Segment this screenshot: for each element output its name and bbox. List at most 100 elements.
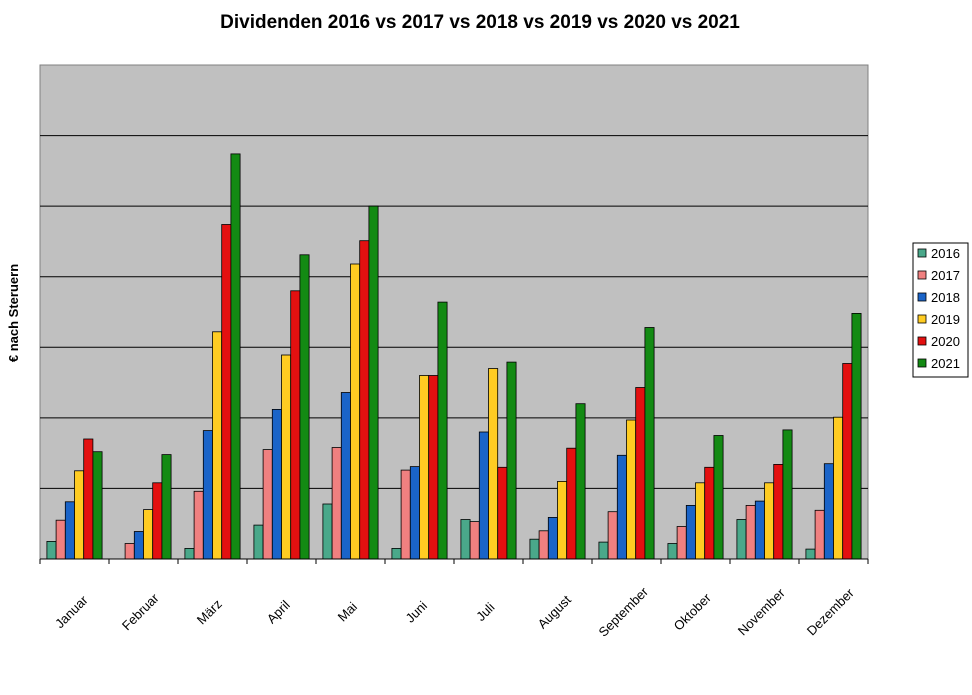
bar-2019-10	[764, 482, 775, 560]
gridlines	[40, 135, 868, 489]
bar-2017-6	[469, 521, 480, 560]
x-tick-label: März	[194, 596, 225, 627]
bar-2017-2	[193, 490, 204, 560]
bar-2016-9	[667, 543, 678, 560]
bar-2018-5	[409, 466, 420, 560]
bar-2018-8	[616, 454, 627, 560]
bar-2020-1	[152, 482, 163, 560]
x-tick-label: Dezember	[804, 585, 857, 638]
bar-2018-3	[271, 408, 282, 560]
legend-label-2016: 2016	[931, 246, 960, 261]
legend-swatch-2017	[917, 270, 927, 280]
bars	[46, 153, 862, 560]
bar-2020-10	[773, 463, 784, 560]
legend: 2016 2017 2018 2019 2020 2021	[912, 242, 969, 378]
bar-2021-2	[230, 153, 241, 560]
bar-2019-4	[350, 263, 361, 560]
bar-2021-10	[782, 429, 793, 560]
bar-2021-6	[506, 361, 517, 560]
bar-2016-11	[805, 548, 816, 560]
bar-2021-7	[575, 403, 586, 560]
x-tick-label: Februar	[119, 590, 162, 633]
legend-swatch-2019	[917, 314, 927, 324]
chart-title: Dividenden 2016 vs 2017 vs 2018 vs 2019 …	[220, 12, 740, 33]
bar-2018-2	[202, 430, 213, 560]
legend-label-2020: 2020	[931, 334, 960, 349]
bar-2017-7	[538, 530, 549, 560]
bar-2021-1	[161, 454, 172, 560]
x-tick-labels: Januar Februar März April Mai Juni Juli August S…	[52, 584, 857, 640]
bar-2019-9	[695, 482, 706, 560]
x-tick-label: August	[535, 592, 574, 631]
bar-2019-7	[557, 480, 568, 560]
legend-box	[912, 242, 969, 378]
legend-label-2021: 2021	[931, 356, 960, 371]
bar-2021-8	[644, 327, 655, 560]
bar-2020-4	[359, 240, 370, 560]
bar-2020-0	[83, 438, 94, 560]
bar-2017-1	[124, 543, 135, 560]
y-axis-label: € nach Steruern	[6, 264, 21, 362]
bar-2020-11	[842, 363, 853, 560]
legend-swatch-2020	[917, 336, 927, 346]
bar-2018-7	[547, 517, 558, 560]
x-axis	[39, 558, 869, 564]
bar-2017-11	[814, 509, 825, 560]
bar-2016-4	[322, 503, 333, 560]
plot-area	[39, 64, 869, 560]
bar-2017-10	[745, 504, 756, 560]
bar-2016-3	[253, 524, 264, 560]
bar-2021-4	[368, 205, 379, 560]
bar-2018-4	[340, 392, 351, 560]
bar-2019-5	[419, 375, 430, 560]
bar-2018-1	[133, 531, 144, 560]
legend-swatch-2016	[917, 248, 927, 258]
x-tick-label: Mai	[335, 599, 360, 624]
bar-2018-11	[823, 463, 834, 560]
bar-2018-6	[478, 431, 489, 560]
bar-2016-10	[736, 519, 747, 560]
bar-2016-5	[391, 548, 402, 560]
bar-2019-6	[488, 368, 499, 560]
bar-2021-0	[92, 451, 103, 560]
bar-2016-2	[184, 548, 195, 560]
bar-2016-8	[598, 541, 609, 560]
x-tick-label: Januar	[52, 592, 91, 631]
bar-2017-9	[676, 526, 687, 560]
legend-label-2019: 2019	[931, 312, 960, 327]
bar-2017-3	[262, 449, 273, 560]
x-tick-label: Oktober	[671, 590, 715, 634]
bar-2019-2	[212, 331, 223, 560]
bar-2020-7	[566, 447, 577, 560]
bar-2020-9	[704, 466, 715, 560]
legend-swatch-2021	[917, 358, 927, 368]
bar-2019-11	[833, 416, 844, 560]
bar-2019-1	[143, 509, 154, 560]
bar-2020-8	[635, 387, 646, 560]
bar-2021-11	[851, 312, 862, 560]
x-tick-label: Juli	[473, 600, 497, 624]
bar-2016-0	[46, 541, 57, 560]
bar-2017-5	[400, 469, 411, 560]
bar-2020-2	[221, 224, 232, 560]
bar-2019-3	[281, 354, 292, 560]
bar-2020-5	[428, 375, 439, 560]
bar-2016-6	[460, 519, 471, 560]
bar-2017-0	[55, 519, 66, 560]
bar-2021-9	[713, 435, 724, 560]
bar-2019-8	[626, 419, 637, 560]
legend-swatch-2018	[917, 292, 927, 302]
x-tick-label: April	[264, 597, 293, 626]
bar-2019-0	[74, 470, 85, 560]
bar-2021-3	[299, 254, 310, 560]
bar-2017-4	[331, 447, 342, 560]
x-tick-label: September	[596, 584, 652, 640]
bar-2020-6	[497, 466, 508, 560]
bar-2016-7	[529, 538, 540, 560]
bar-2021-5	[437, 301, 448, 560]
bar-2018-9	[685, 504, 696, 560]
x-tick-label: Juni	[403, 598, 431, 626]
bar-2018-0	[64, 501, 75, 560]
bar-2017-8	[607, 511, 618, 560]
